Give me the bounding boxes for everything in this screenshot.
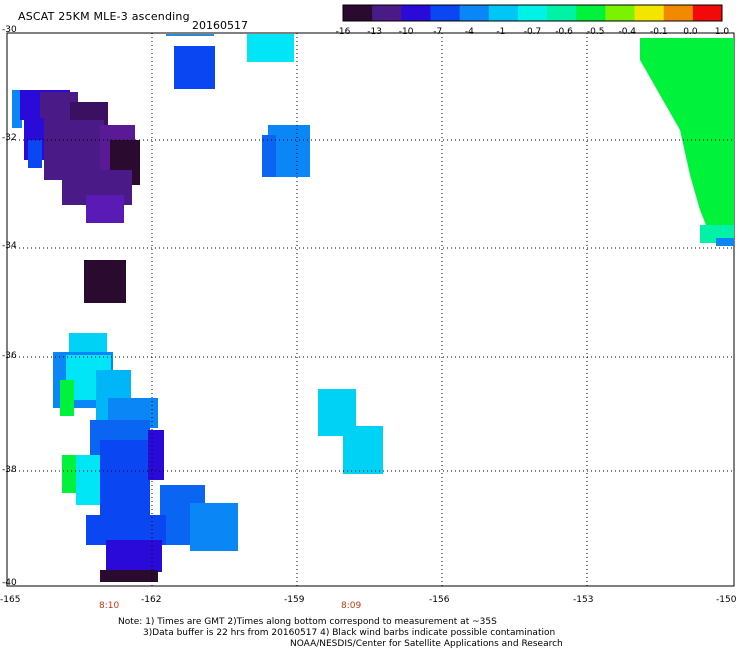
colorbar-label: -0.1 [650, 27, 668, 37]
colorbar-swatch [663, 5, 694, 21]
colorbar-label: -13 [367, 27, 382, 37]
date-label: 20160517 [192, 19, 248, 32]
colorbar-label: -10 [398, 27, 414, 37]
colorbar-swatch [605, 5, 636, 21]
colorbar-swatch [547, 5, 577, 21]
colorbar-swatch [430, 5, 461, 21]
colorbar-label: -4 [464, 27, 474, 37]
swath-west [12, 46, 238, 582]
time-label: 8:09 [341, 601, 362, 611]
colorbar-label: -0.5 [586, 27, 605, 37]
colorbar-swatch [401, 5, 431, 21]
colorbar-swatch [576, 5, 606, 21]
colorbar-label: -0.4 [618, 27, 637, 37]
colorbar-frame [342, 4, 723, 22]
colorbar-label: -0.6 [555, 27, 573, 37]
colorbar-swatch [343, 5, 373, 21]
time-label: 8:10 [99, 601, 120, 611]
colorbar-label: -1 [496, 27, 506, 37]
note-line-2: 3)Data buffer is 22 hrs from 20160517 4)… [143, 628, 556, 638]
x-tick-label: -150 [716, 595, 737, 605]
colorbar-swatch [634, 5, 665, 21]
colorbar-swatch [459, 5, 490, 21]
y-tick-label: -30 [2, 25, 17, 35]
colorbar [342, 4, 723, 22]
y-tick-label: -40 [2, 578, 17, 588]
colorbar-label: 1.0 [714, 27, 730, 37]
plot-frame [6, 32, 735, 587]
colorbar-swatch [517, 5, 548, 21]
x-tick-label: -156 [429, 595, 450, 605]
chart-title: ASCAT 25KM MLE-3 ascending [18, 10, 190, 23]
x-tick-label: -165 [0, 595, 21, 605]
y-tick-label: -34 [2, 241, 17, 251]
y-tick-label: -38 [2, 465, 17, 475]
x-tick-label: -159 [284, 595, 305, 605]
note-line-3: NOAA/NESDIS/Center for Satellite Applica… [290, 639, 563, 649]
x-tick-label: -153 [573, 595, 594, 605]
colorbar-label: -7 [433, 27, 443, 37]
grid-lines [7, 33, 734, 586]
colorbar-swatch [372, 5, 402, 21]
colorbar-label: 0.0 [683, 27, 698, 37]
note-line-1: Note: 1) Times are GMT 2)Times along bot… [118, 617, 497, 627]
swath-east [640, 38, 734, 246]
colorbar-swatch [692, 5, 723, 21]
date-underline [166, 34, 214, 36]
swath-middle [247, 34, 383, 474]
y-tick-label: -32 [2, 133, 17, 143]
y-tick-label: -36 [2, 351, 17, 361]
colorbar-swatch [488, 5, 519, 21]
colorbar-label: -16 [335, 27, 351, 37]
colorbar-label: -0.7 [523, 27, 542, 37]
x-tick-label: -162 [141, 595, 162, 605]
